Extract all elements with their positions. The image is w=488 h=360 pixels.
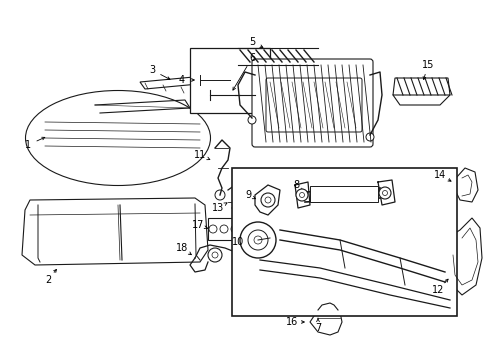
Text: 11: 11 [193, 150, 206, 160]
Text: 14: 14 [433, 170, 445, 180]
Circle shape [272, 245, 283, 255]
Circle shape [242, 225, 249, 233]
Text: 12: 12 [431, 285, 443, 295]
Circle shape [268, 92, 274, 98]
Circle shape [299, 193, 304, 198]
Circle shape [240, 222, 275, 258]
Text: 8: 8 [292, 180, 299, 190]
Text: 5: 5 [248, 37, 255, 47]
Circle shape [264, 88, 279, 102]
Circle shape [247, 230, 267, 250]
Text: 1: 1 [25, 140, 31, 150]
Circle shape [253, 236, 262, 244]
Bar [231, 168, 456, 316]
Circle shape [295, 189, 307, 201]
Text: 7: 7 [314, 323, 321, 333]
Polygon shape [140, 75, 220, 89]
Circle shape [378, 187, 390, 199]
Circle shape [207, 248, 222, 262]
Polygon shape [309, 308, 341, 335]
Polygon shape [453, 168, 477, 202]
Text: 18: 18 [176, 243, 188, 253]
Circle shape [215, 190, 224, 200]
Circle shape [264, 197, 270, 203]
FancyBboxPatch shape [251, 59, 372, 147]
Bar [190, 48, 269, 113]
Text: 6: 6 [248, 53, 255, 63]
Polygon shape [22, 198, 207, 265]
Circle shape [230, 225, 239, 233]
Circle shape [217, 87, 223, 93]
Polygon shape [447, 218, 481, 295]
Text: 10: 10 [231, 237, 244, 247]
Text: 16: 16 [285, 317, 298, 327]
Text: 4: 4 [179, 75, 184, 85]
Ellipse shape [25, 90, 210, 185]
Circle shape [208, 225, 217, 233]
Text: 15: 15 [421, 60, 433, 70]
Circle shape [257, 92, 263, 98]
Polygon shape [254, 185, 280, 215]
Circle shape [261, 193, 274, 207]
Text: 3: 3 [149, 65, 155, 75]
Bar [207, 218, 260, 240]
Circle shape [247, 116, 256, 124]
Circle shape [382, 190, 386, 195]
Text: 17: 17 [191, 220, 204, 230]
Circle shape [252, 88, 266, 102]
Polygon shape [392, 78, 449, 95]
Circle shape [365, 133, 373, 141]
FancyBboxPatch shape [265, 78, 361, 132]
Text: 9: 9 [244, 190, 250, 200]
Text: 2: 2 [45, 275, 51, 285]
Circle shape [212, 252, 218, 258]
Circle shape [220, 225, 227, 233]
Circle shape [214, 84, 225, 96]
Bar [309, 186, 377, 202]
Text: 13: 13 [211, 203, 224, 213]
